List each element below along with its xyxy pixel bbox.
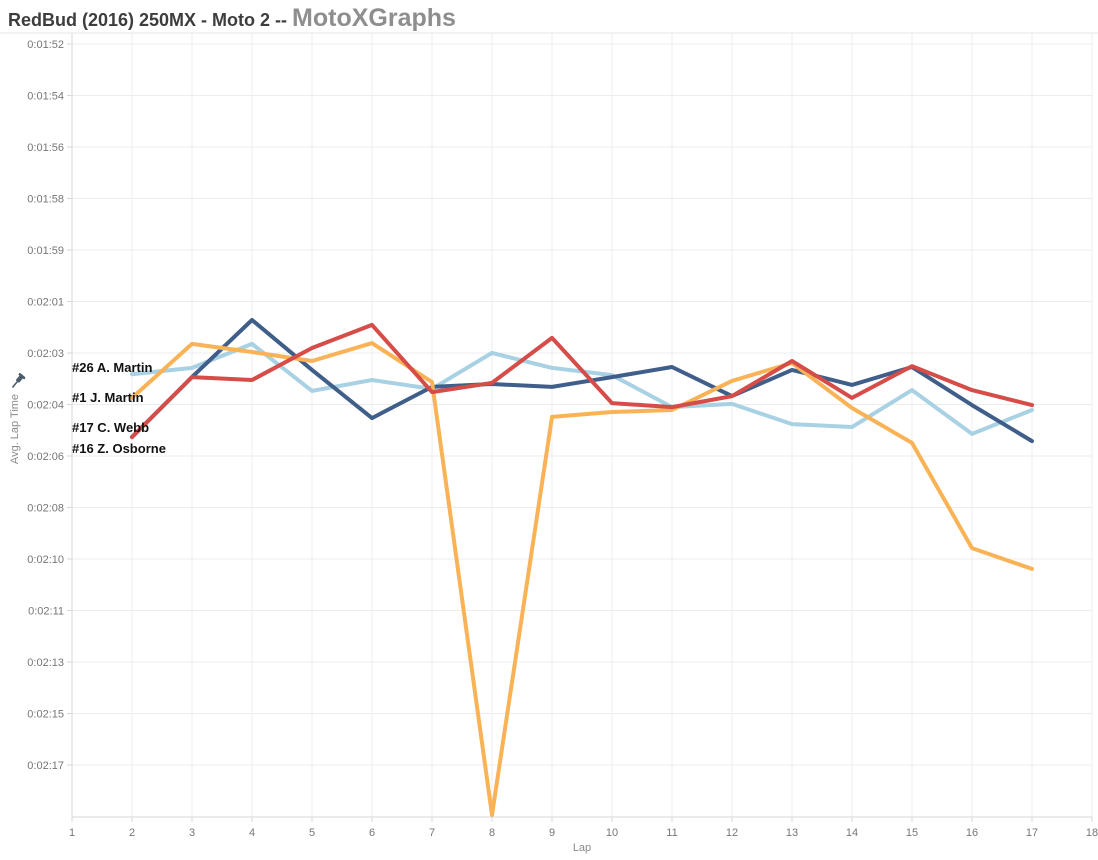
x-tick-label: 15	[906, 827, 918, 839]
series-label-j-martin[interactable]: #1 J. Martin	[72, 390, 144, 405]
y-tick-label: 0:01:52	[27, 39, 64, 51]
y-tick-label: 0:02:03	[27, 348, 64, 360]
x-tick-label: 4	[249, 827, 255, 839]
x-tick-label: 16	[966, 827, 978, 839]
y-tick-label: 0:01:59	[27, 245, 64, 257]
x-tick-label: 6	[369, 827, 375, 839]
x-tick-label: 5	[309, 827, 315, 839]
y-tick-label: 0:02:08	[27, 503, 64, 515]
series-label-a-martin[interactable]: #26 A. Martin	[72, 360, 152, 375]
x-tick-label: 8	[489, 827, 495, 839]
x-tick-label: 11	[666, 827, 677, 839]
x-tick-label: 3	[189, 827, 195, 839]
y-tick-label: 0:02:04	[27, 400, 64, 412]
series-label-c-webb[interactable]: #17 C. Webb	[72, 420, 149, 435]
x-axis-title: Lap	[573, 842, 591, 854]
x-tick-label: 18	[1086, 827, 1098, 839]
series-line-1-j-martin[interactable]	[130, 341, 1034, 817]
title-event-text: RedBud (2016) 250MX - Moto 2 --	[8, 10, 292, 30]
axis-lines	[67, 33, 1093, 822]
series-line-17-c-webb[interactable]	[130, 322, 1034, 440]
series-label-z-osborne[interactable]: #16 Z. Osborne	[72, 441, 166, 456]
x-tick-label: 7	[429, 827, 435, 839]
x-tick-label: 12	[726, 827, 738, 839]
page-title: RedBud (2016) 250MX - Moto 2 -- MotoXGra…	[8, 4, 456, 32]
y-tick-label: 0:01:56	[27, 142, 64, 154]
series-labels: #26 A. Martin #1 J. Martin #17 C. Webb #…	[72, 360, 166, 456]
title-brand-text: MotoXGraphs	[292, 4, 456, 32]
x-tick-label: 17	[1026, 827, 1038, 839]
series-line-16-z-osborne[interactable]	[130, 318, 1034, 444]
y-tick-label: 0:02:01	[27, 297, 64, 309]
x-axis-tick-labels: 1 2 3 4 5 6 7 8 9 10 11 12 13 14 15 16 17 18	[69, 827, 1098, 839]
x-tick-label: 9	[549, 827, 555, 839]
x-tick-label: 2	[129, 827, 135, 839]
y-axis-title: Avg. Lap Time	[9, 394, 21, 464]
series-lines	[130, 318, 1034, 817]
y-tick-label: 0:02:15	[27, 709, 64, 721]
pin-icon[interactable]	[10, 373, 26, 390]
y-tick-label: 0:01:54	[27, 91, 64, 103]
x-tick-label: 14	[846, 827, 858, 839]
x-tick-label: 1	[69, 827, 75, 839]
y-axis-title-group: Avg. Lap Time	[9, 373, 26, 464]
y-tick-label: 0:01:58	[27, 194, 64, 206]
gridlines	[71, 33, 1093, 817]
x-tick-label: 13	[786, 827, 798, 839]
y-tick-label: 0:02:06	[27, 451, 64, 463]
y-axis-tick-labels: 0:01:52 0:01:54 0:01:56 0:01:58 0:01:59 0:02:…	[27, 39, 64, 772]
x-tick-label: 10	[606, 827, 618, 839]
series-line-26-a-martin[interactable]	[130, 341, 1034, 436]
y-tick-label: 0:02:13	[27, 657, 64, 669]
y-tick-label: 0:02:10	[27, 554, 64, 566]
y-tick-label: 0:02:11	[28, 606, 64, 618]
y-tick-label: 0:02:17	[27, 760, 64, 772]
